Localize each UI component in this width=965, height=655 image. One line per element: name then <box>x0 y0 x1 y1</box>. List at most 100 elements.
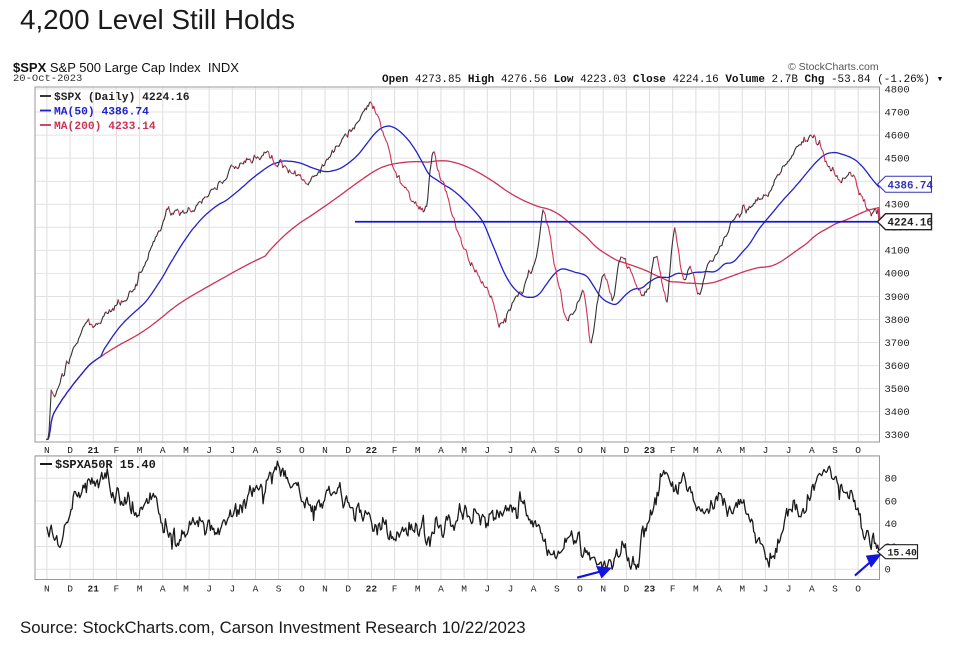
svg-text:M: M <box>137 445 143 456</box>
svg-text:M: M <box>693 445 699 456</box>
svg-text:MA(50) 4386.74: MA(50) 4386.74 <box>54 107 149 119</box>
svg-text:F: F <box>114 584 120 595</box>
svg-text:4386.74: 4386.74 <box>888 180 934 192</box>
svg-text:3800: 3800 <box>885 315 910 327</box>
svg-text:$SPXA50R 15.40: $SPXA50R 15.40 <box>55 458 156 472</box>
svg-text:22: 22 <box>366 445 378 456</box>
svg-text:S: S <box>832 584 838 595</box>
svg-text:J: J <box>484 445 490 456</box>
svg-text:A: A <box>160 584 166 595</box>
svg-text:A: A <box>438 584 444 595</box>
svg-text:J: J <box>786 445 792 456</box>
svg-text:D: D <box>624 584 630 595</box>
svg-text:M: M <box>415 445 421 456</box>
svg-text:J: J <box>508 584 514 595</box>
svg-text:4200: 4200 <box>885 223 910 235</box>
svg-text:M: M <box>137 584 143 595</box>
svg-text:4224.16: 4224.16 <box>888 218 933 230</box>
svg-text:4100: 4100 <box>885 246 910 258</box>
svg-text:D: D <box>345 584 351 595</box>
svg-text:M: M <box>739 445 745 456</box>
svg-text:3400: 3400 <box>885 407 910 419</box>
svg-text:A: A <box>809 445 815 456</box>
svg-text:N: N <box>44 445 50 456</box>
svg-text:O: O <box>577 445 583 456</box>
svg-text:$SPX (Daily) 4224.16: $SPX (Daily) 4224.16 <box>54 92 190 104</box>
svg-text:60: 60 <box>885 496 898 508</box>
svg-text:4800: 4800 <box>885 84 910 96</box>
svg-text:80: 80 <box>885 474 898 486</box>
svg-text:3500: 3500 <box>885 384 910 396</box>
svg-text:3600: 3600 <box>885 361 910 373</box>
svg-text:S: S <box>832 445 838 456</box>
svg-text:M: M <box>739 584 745 595</box>
svg-text:A: A <box>716 584 722 595</box>
svg-text:A: A <box>716 445 722 456</box>
svg-text:N: N <box>44 584 50 595</box>
svg-text:4700: 4700 <box>885 107 910 119</box>
svg-text:O: O <box>855 584 861 595</box>
svg-text:D: D <box>67 445 73 456</box>
svg-text:M: M <box>693 584 699 595</box>
svg-text:M: M <box>183 445 189 456</box>
svg-text:J: J <box>786 584 792 595</box>
svg-text:3900: 3900 <box>885 292 910 304</box>
svg-text:21: 21 <box>88 445 100 456</box>
svg-text:4400: 4400 <box>885 177 910 189</box>
svg-text:J: J <box>763 584 769 595</box>
svg-text:4600: 4600 <box>885 130 910 142</box>
svg-text:F: F <box>114 445 120 456</box>
svg-text:J: J <box>484 584 490 595</box>
svg-text:N: N <box>600 445 606 456</box>
svg-text:MA(200) 4233.14: MA(200) 4233.14 <box>54 121 156 133</box>
svg-text:A: A <box>160 445 166 456</box>
svg-text:O: O <box>299 584 305 595</box>
svg-text:D: D <box>624 445 630 456</box>
svg-text:S: S <box>554 584 560 595</box>
svg-text:F: F <box>670 445 676 456</box>
svg-text:15.40: 15.40 <box>888 547 918 558</box>
svg-text:A: A <box>253 445 259 456</box>
svg-text:0: 0 <box>885 565 891 577</box>
svg-text:23: 23 <box>644 584 656 595</box>
svg-text:4300: 4300 <box>885 200 910 212</box>
svg-text:40: 40 <box>885 519 898 531</box>
svg-text:D: D <box>67 584 73 595</box>
svg-text:O: O <box>855 445 861 456</box>
svg-text:21: 21 <box>88 584 100 595</box>
svg-text:O: O <box>577 584 583 595</box>
svg-text:4000: 4000 <box>885 269 910 281</box>
svg-text:A: A <box>438 445 444 456</box>
svg-text:J: J <box>206 445 212 456</box>
svg-text:A: A <box>531 584 537 595</box>
svg-text:N: N <box>322 584 328 595</box>
svg-text:N: N <box>600 584 606 595</box>
svg-text:M: M <box>183 584 189 595</box>
svg-text:M: M <box>461 584 467 595</box>
svg-text:3300: 3300 <box>885 430 910 442</box>
svg-text:J: J <box>229 445 235 456</box>
svg-text:A: A <box>253 584 259 595</box>
svg-text:23: 23 <box>644 445 656 456</box>
svg-text:S: S <box>276 445 282 456</box>
svg-text:J: J <box>763 445 769 456</box>
svg-text:4500: 4500 <box>885 153 910 165</box>
svg-text:A: A <box>809 584 815 595</box>
svg-text:F: F <box>670 584 676 595</box>
svg-text:N: N <box>322 445 328 456</box>
svg-text:22: 22 <box>366 584 378 595</box>
svg-text:F: F <box>392 445 398 456</box>
svg-text:O: O <box>299 445 305 456</box>
svg-text:20: 20 <box>885 542 898 554</box>
svg-text:D: D <box>345 445 351 456</box>
svg-text:F: F <box>392 584 398 595</box>
svg-text:M: M <box>415 584 421 595</box>
svg-text:J: J <box>508 445 514 456</box>
svg-text:M: M <box>461 445 467 456</box>
svg-text:S: S <box>276 584 282 595</box>
svg-text:A: A <box>531 445 537 456</box>
svg-text:3700: 3700 <box>885 338 910 350</box>
svg-text:J: J <box>229 584 235 595</box>
svg-text:S: S <box>554 445 560 456</box>
svg-text:J: J <box>206 584 212 595</box>
